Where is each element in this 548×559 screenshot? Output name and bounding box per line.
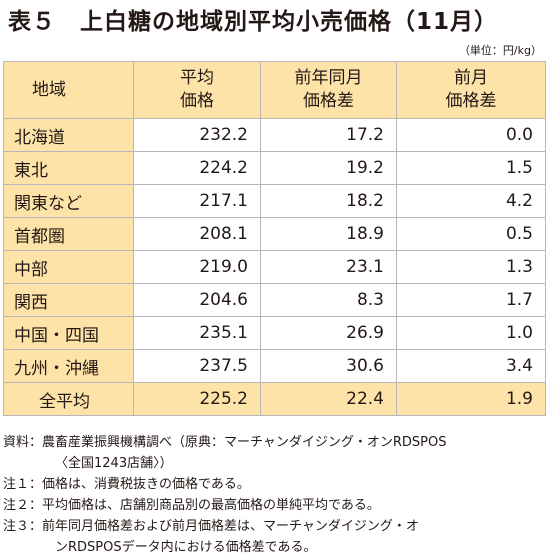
row-yoy-diff: 18.2 bbox=[260, 184, 397, 218]
source-note: 資料： 農畜産業振興機構調べ（原典：マーチャンダイジング・オンRDSPOS bbox=[3, 432, 545, 453]
price-table: 地域 平均 価格 前年同月 価格差 前月 価格差 北海道 232.2 17.2 … bbox=[3, 61, 546, 416]
note-1-text: 価格は、消費税抜きの価格である。 bbox=[42, 477, 250, 492]
row-avg-price: 217.1 bbox=[133, 184, 261, 218]
row-area: 中国・四国 bbox=[3, 316, 134, 350]
row-avg-price: 204.6 bbox=[133, 283, 261, 317]
table-row: 中国・四国 235.1 26.9 1.0 bbox=[3, 316, 546, 350]
row-mom-diff: 1.7 bbox=[396, 283, 546, 317]
note-3-label: 注３： bbox=[3, 519, 43, 534]
row-mom-diff: 0.0 bbox=[396, 118, 546, 152]
table-title: 表５ 上白糖の地域別平均小売価格（11月） bbox=[8, 9, 499, 35]
row-area: 九州・沖縄 bbox=[3, 349, 134, 383]
row-avg-price-total: 225.2 bbox=[133, 382, 261, 416]
row-yoy-diff: 26.9 bbox=[260, 316, 397, 350]
row-area: 関西 bbox=[3, 283, 134, 317]
row-yoy-diff-total: 22.4 bbox=[260, 382, 397, 416]
row-mom-diff: 1.3 bbox=[396, 250, 546, 284]
row-avg-price: 237.5 bbox=[133, 349, 261, 383]
row-avg-price: 208.1 bbox=[133, 217, 261, 251]
header-avg-price: 平均 価格 bbox=[133, 61, 261, 119]
note-1-label: 注１： bbox=[3, 477, 43, 492]
row-yoy-diff: 8.3 bbox=[260, 283, 397, 317]
row-mom-diff: 4.2 bbox=[396, 184, 546, 218]
row-mom-diff: 0.5 bbox=[396, 217, 546, 251]
note-3-text: 前年同月価格差および前月価格差は、マーチャンダイジング・オ bbox=[42, 519, 419, 534]
note-3-text-cont: ンRDSPOSデータ内における価格差である。 bbox=[55, 540, 317, 555]
source-label: 資料： bbox=[3, 435, 43, 450]
table-row: 東北 224.2 19.2 1.5 bbox=[3, 151, 546, 185]
row-area: 北海道 bbox=[3, 118, 134, 152]
row-area: 中部 bbox=[3, 250, 134, 284]
unit-label: （単位：円/kg） bbox=[458, 44, 542, 57]
total-row: 全平均 225.2 22.4 1.9 bbox=[3, 382, 546, 416]
table-row: 北海道 232.2 17.2 0.0 bbox=[3, 118, 546, 152]
note-2: 注２： 平均価格は、店舗別商品別の最高価格の単純平均である。 bbox=[3, 495, 545, 516]
row-area-total: 全平均 bbox=[3, 382, 134, 416]
row-mom-diff: 3.4 bbox=[396, 349, 546, 383]
source-text-cont: 〈全国1243店舗〉） bbox=[55, 456, 173, 471]
note-1: 注１： 価格は、消費税抜きの価格である。 bbox=[3, 474, 545, 495]
row-mom-diff: 1.0 bbox=[396, 316, 546, 350]
note-2-label: 注２： bbox=[3, 498, 43, 513]
row-mom-diff-total: 1.9 bbox=[396, 382, 546, 416]
row-avg-price: 232.2 bbox=[133, 118, 261, 152]
row-area: 首都圏 bbox=[3, 217, 134, 251]
row-yoy-diff: 18.9 bbox=[260, 217, 397, 251]
note-3: 注３： 前年同月価格差および前月価格差は、マーチャンダイジング・オ bbox=[3, 516, 545, 537]
table-row: 関東など 217.1 18.2 4.2 bbox=[3, 184, 546, 218]
row-yoy-diff: 23.1 bbox=[260, 250, 397, 284]
row-avg-price: 224.2 bbox=[133, 151, 261, 185]
row-avg-price: 219.0 bbox=[133, 250, 261, 284]
source-text: 農畜産業振興機構調べ（原典：マーチャンダイジング・オンRDSPOS bbox=[42, 435, 447, 450]
row-mom-diff: 1.5 bbox=[396, 151, 546, 185]
header-area: 地域 bbox=[3, 61, 134, 119]
header-mom-diff: 前月 価格差 bbox=[396, 61, 546, 119]
row-avg-price: 235.1 bbox=[133, 316, 261, 350]
header-yoy-diff: 前年同月 価格差 bbox=[260, 61, 397, 119]
note-2-text: 平均価格は、店舗別商品別の最高価格の単純平均である。 bbox=[42, 498, 380, 513]
table-row: 中部 219.0 23.1 1.3 bbox=[3, 250, 546, 284]
table-row: 関西 204.6 8.3 1.7 bbox=[3, 283, 546, 317]
row-area: 関東など bbox=[3, 184, 134, 218]
header-row: 地域 平均 価格 前年同月 価格差 前月 価格差 bbox=[3, 61, 546, 119]
table-row: 首都圏 208.1 18.9 0.5 bbox=[3, 217, 546, 251]
row-yoy-diff: 17.2 bbox=[260, 118, 397, 152]
footnotes: 資料： 農畜産業振興機構調べ（原典：マーチャンダイジング・オンRDSPOS 〈全… bbox=[3, 432, 545, 558]
row-yoy-diff: 30.6 bbox=[260, 349, 397, 383]
row-area: 東北 bbox=[3, 151, 134, 185]
table-row: 九州・沖縄 237.5 30.6 3.4 bbox=[3, 349, 546, 383]
row-yoy-diff: 19.2 bbox=[260, 151, 397, 185]
